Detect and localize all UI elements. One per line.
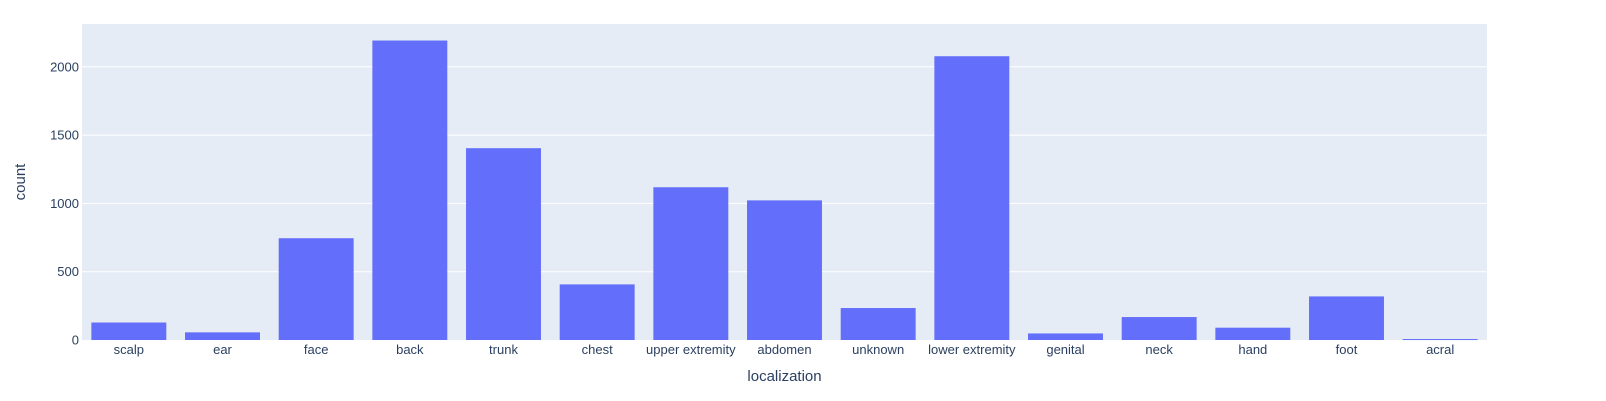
x-tick-label: genital [1046,342,1084,357]
y-tick-label: 0 [72,333,79,348]
bar-foot[interactable] [1309,296,1384,340]
bar-abdomen[interactable] [747,200,822,340]
x-tick-label: hand [1238,342,1267,357]
bar-hand[interactable] [1215,327,1291,340]
bar-face[interactable] [278,238,354,340]
x-axis-title: localization [747,368,821,385]
bar-unknown[interactable] [840,308,916,340]
bar-ear[interactable] [185,332,260,340]
x-tick-label: scalp [114,342,144,357]
bar-upper-extremity[interactable] [653,187,729,340]
bar-chest[interactable] [559,284,635,340]
bar-acral[interactable] [1402,339,1478,341]
x-tick-label: acral [1426,342,1454,357]
y-tick-label: 1500 [50,128,79,143]
x-tick-label: face [304,342,329,357]
bar-back[interactable] [372,40,448,340]
y-axis-ticks: 0 500 1000 1500 2000 [50,59,79,347]
y-tick-label: 2000 [50,59,79,74]
x-axis-ticks: scalp ear face back trunk chest upper extremit… [114,342,1455,357]
x-tick-label: upper extremity [646,342,736,357]
x-tick-label: lower extremity [928,342,1016,357]
bar-neck[interactable] [1121,317,1197,340]
x-tick-label: ear [213,342,232,357]
bar-scalp[interactable] [91,322,167,340]
bar-genital[interactable] [1028,333,1103,340]
x-tick-label: neck [1145,342,1173,357]
x-tick-label: back [396,342,424,357]
x-tick-label: trunk [489,342,518,357]
y-tick-label: 500 [57,264,79,279]
y-tick-label: 1000 [50,196,79,211]
bar-lower-extremity[interactable] [934,56,1010,340]
x-tick-label: abdomen [757,342,811,357]
y-axis-title: count [12,163,29,201]
bar-trunk[interactable] [466,148,541,340]
x-tick-label: foot [1336,342,1358,357]
x-tick-label: chest [582,342,613,357]
x-tick-label: unknown [852,342,904,357]
bars [91,40,1478,341]
